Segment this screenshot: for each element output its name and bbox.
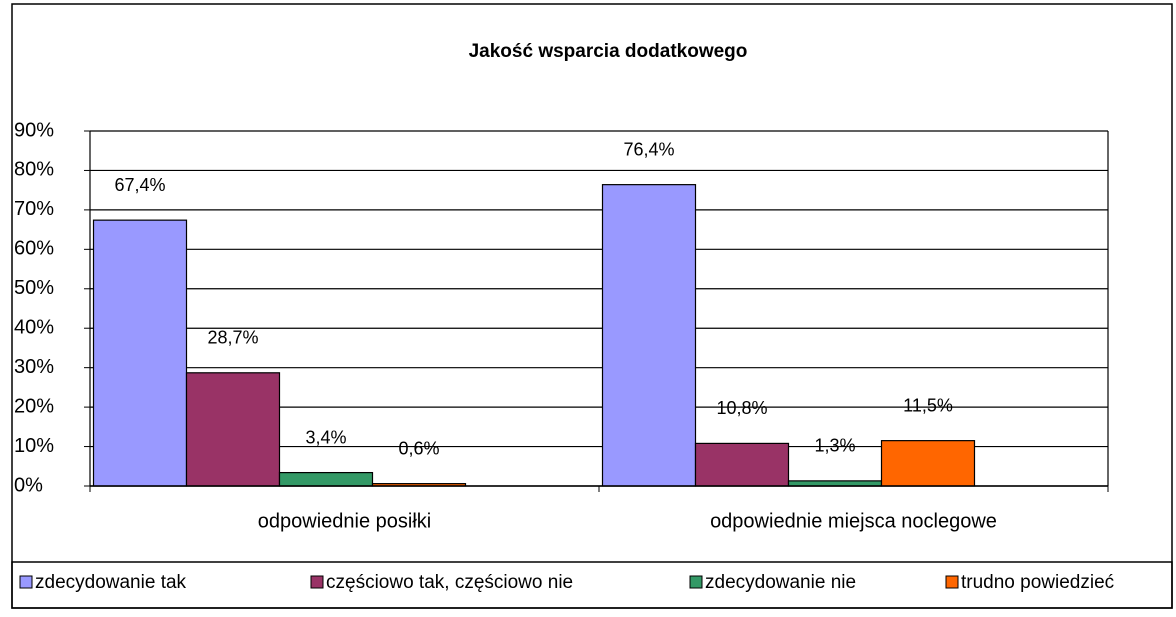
bar [92, 219, 188, 487]
value-label: 10,8% [716, 398, 767, 418]
bar [185, 372, 281, 487]
chart-title: Jakość wsparcia dodatkowego [469, 41, 748, 62]
legend-label: częściowo tak, częściowo nie [326, 572, 573, 593]
value-label: 28,7% [207, 328, 258, 348]
legend-swatch [945, 575, 959, 589]
y-tick-label: 20% [14, 395, 54, 417]
legend-swatch [19, 575, 33, 589]
legend-swatch [689, 575, 703, 589]
bar [694, 442, 790, 487]
y-tick-label: 80% [14, 159, 54, 181]
bar [601, 184, 697, 487]
value-label: 0,6% [398, 438, 439, 458]
chart-border [11, 3, 1173, 609]
value-label: 76,4% [623, 139, 674, 159]
value-label: 67,4% [114, 175, 165, 195]
x-tick-label: odpowiednie posiłki [258, 510, 431, 532]
legend-label: zdecydowanie tak [35, 572, 187, 593]
bar [787, 480, 883, 487]
legend-label: trudno powiedzieć [961, 572, 1114, 593]
y-tick-label: 60% [14, 238, 54, 260]
y-tick-label: 40% [14, 317, 54, 339]
legend-label: zdecydowanie nie [705, 572, 856, 593]
y-tick-label: 30% [14, 356, 54, 378]
y-tick-label: 10% [14, 435, 54, 457]
y-tick-label: 50% [14, 277, 54, 299]
value-label: 3,4% [305, 427, 346, 447]
value-label: 11,5% [903, 395, 953, 415]
legend-swatch [310, 575, 324, 589]
bar [880, 440, 976, 487]
bar [278, 471, 374, 487]
legend-box [11, 561, 1173, 609]
y-tick-label: 0% [14, 474, 43, 496]
value-label: 1,3% [814, 436, 855, 456]
x-tick-label: odpowiednie miejsca noclegowe [710, 510, 997, 532]
y-tick-label: 70% [14, 198, 54, 220]
y-tick-label: 90% [14, 119, 54, 141]
